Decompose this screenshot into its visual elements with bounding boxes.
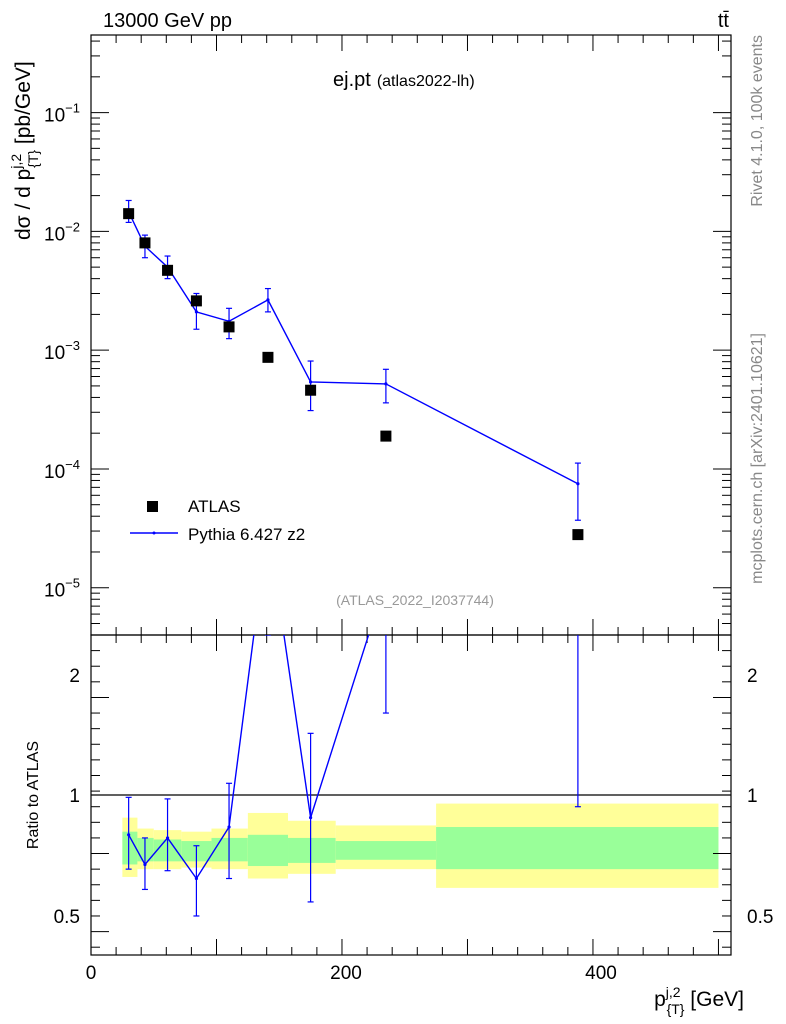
ratio-y-tick-label-0.5-left: 0.5: [54, 907, 80, 928]
analysis-watermark: (ATLAS_2022_I2037744): [336, 592, 494, 608]
y-tick-label-1e-3: 10−3: [44, 338, 80, 364]
atlas-point: [123, 208, 135, 220]
ratio-y-tick-label-2-right: 2: [747, 666, 758, 687]
svg-text:dσ / d pj,2{T} [pb/GeV]: dσ / d pj,2{T} [pb/GeV]: [8, 61, 41, 240]
legend-atlas-label: ATLAS: [188, 497, 241, 516]
ratio-band-green: [137, 837, 154, 862]
atlas-point: [305, 384, 317, 396]
pythia-point: [576, 482, 580, 486]
x-tick-labels: 0 200 400: [86, 963, 617, 984]
ratio-band-green: [288, 837, 336, 863]
pythia-point: [309, 380, 313, 384]
pythia-point: [194, 310, 199, 314]
ratio-point: [165, 836, 170, 840]
y-tick-label-1e-5: 10−5: [44, 576, 80, 602]
pythia-point: [266, 298, 270, 302]
y-tick-label-1e-1: 10−1: [44, 101, 80, 127]
x-tick-label-400: 400: [585, 963, 617, 984]
ratio-y-axis-title: Ratio to ATLAS: [25, 741, 42, 849]
ratio-point: [227, 825, 231, 829]
legend: ATLAS Pythia 6.427 z2: [130, 497, 305, 544]
main-axis-ticks: [90, 35, 731, 636]
svg-text:pj,2{T} [GeV]: pj,2 {T} [GeV]: [654, 984, 744, 1017]
atlas-point: [162, 264, 174, 276]
energy-label: 13000 GeV pp: [103, 10, 232, 32]
ratio-band-green: [335, 841, 437, 860]
pythia-line: [128, 211, 579, 485]
ratio-y-tick-labels: 0.5 1 2 0.5 1 2: [54, 666, 774, 928]
process-label: tt̄: [718, 10, 730, 32]
x-axis-title: pj,2 {T} [GeV]: [654, 984, 744, 1017]
ratio-point: [384, 579, 387, 582]
legend-atlas-marker: [147, 501, 158, 512]
main-y-axis-title: dσ / d pj,2{T} [pb/GeV]: [8, 61, 41, 240]
atlas-point: [139, 237, 151, 249]
main-data-layer: [123, 199, 584, 541]
pythia-point: [384, 382, 388, 386]
ratio-band-green: [211, 837, 248, 862]
rivet-version-label: Rivet 4.1.0, 100k events: [749, 35, 766, 207]
ratio-point: [127, 833, 131, 837]
ratio-band-green: [436, 827, 719, 870]
atlas-point: [190, 295, 202, 307]
atlas-point: [262, 351, 274, 363]
atlas-point: [223, 321, 235, 333]
atlas-point: [572, 529, 584, 541]
ratio-point: [194, 876, 199, 881]
ratio-uncertainty-bands: [122, 803, 719, 888]
chart-subtitle: (atlas2022-lh): [377, 73, 475, 90]
ratio-point: [143, 862, 147, 867]
x-tick-label-0: 0: [86, 963, 97, 984]
ratio-point: [576, 590, 579, 593]
ratio-band-green: [247, 834, 289, 867]
chart-title: ej.pt (atlas2022-lh): [333, 69, 475, 91]
ratio-band-green: [122, 831, 138, 865]
ratio-y-tick-label-2-left: 2: [69, 666, 80, 687]
ratio-axis-ticks: [90, 635, 731, 955]
main-panel-frame: [90, 34, 732, 636]
ratio-point: [309, 816, 313, 820]
y-tick-label-1e-4: 10−4: [44, 457, 80, 483]
y-tick-label-1e-2: 10−2: [44, 219, 80, 245]
legend-pythia-marker: [152, 531, 156, 535]
x-tick-label-200: 200: [330, 963, 362, 984]
legend-pythia-label: Pythia 6.427 z2: [188, 525, 305, 544]
ratio-y-tick-label-1-right: 1: [747, 786, 758, 807]
mcplots-reference-label: mcplots.cern.ch [arXiv:2401.10621]: [749, 333, 766, 584]
main-y-tick-labels: 10−5 10−4 10−3 10−2 10−1: [44, 101, 80, 602]
atlas-point: [380, 430, 392, 442]
chart-title-name: ej.pt: [333, 69, 371, 91]
ratio-y-tick-label-0.5-right: 0.5: [747, 907, 773, 928]
ratio-data-layer: [125, 579, 581, 917]
ratio-y-tick-label-1-left: 1: [69, 786, 80, 807]
ratio-panel-frame: [90, 634, 732, 956]
